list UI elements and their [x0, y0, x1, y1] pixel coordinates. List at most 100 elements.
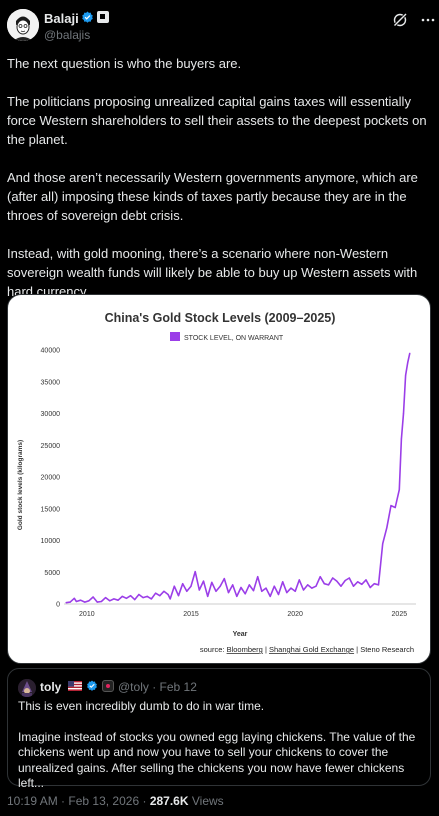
quote-text: This is even incredibly dumb to do in wa…: [18, 699, 424, 807]
meta-separator: ·: [142, 794, 147, 808]
data-point: [105, 597, 107, 599]
data-point: [332, 577, 334, 579]
data-point: [357, 581, 359, 583]
tweet-text: The next question is who the buyers are.…: [7, 54, 432, 320]
quote-paragraph: This is even incredibly dumb to do in wa…: [18, 699, 265, 713]
quote-author-name[interactable]: toly: [40, 680, 62, 694]
data-point: [223, 578, 225, 580]
tweet-time[interactable]: 10:19 AM: [7, 794, 58, 808]
y-axis-label: Gold stock levels (kilograms): [17, 440, 24, 530]
us-flag-icon: [68, 681, 82, 691]
data-point: [365, 579, 367, 581]
source-bloomberg: Bloomberg: [227, 645, 263, 654]
data-point: [69, 601, 71, 603]
series-points: [65, 352, 411, 604]
data-point: [398, 489, 400, 491]
data-point: [319, 576, 321, 578]
y-tick-label: 35000: [41, 379, 61, 386]
data-point: [327, 584, 330, 586]
data-point: [369, 586, 371, 589]
data-point: [407, 362, 409, 364]
data-point: [286, 592, 288, 594]
data-point: [113, 598, 115, 600]
data-point: [277, 593, 280, 596]
data-point: [88, 600, 90, 602]
data-point: [198, 589, 200, 591]
data-point: [227, 592, 230, 594]
quote-affiliation-badge-icon: [102, 680, 114, 692]
quoted-tweet[interactable]: toly @toly · Feb 12 This is even incredi…: [7, 668, 431, 790]
data-point: [130, 595, 132, 597]
author-name[interactable]: Balaji: [44, 11, 79, 26]
y-tick-label: 0: [56, 602, 60, 609]
y-tick-label: 10000: [41, 538, 61, 545]
data-point: [186, 590, 188, 592]
quote-handle: @toly: [118, 680, 149, 694]
data-point: [155, 592, 157, 594]
data-point: [290, 587, 292, 589]
data-point: [117, 599, 119, 601]
data-point: [323, 583, 325, 585]
data-point: [125, 597, 127, 599]
grok-icon[interactable]: [392, 12, 408, 28]
quote-avatar[interactable]: [18, 679, 36, 697]
data-point: [150, 598, 152, 600]
data-point: [373, 583, 375, 585]
data-point: [138, 593, 140, 596]
data-point: [273, 585, 275, 587]
data-point: [269, 595, 271, 597]
data-point: [405, 374, 407, 376]
views-label: Views: [191, 794, 224, 808]
data-point: [382, 543, 384, 545]
tweet-date[interactable]: Feb 13, 2026: [68, 794, 140, 808]
data-point: [377, 584, 380, 586]
views-count: 287.6K: [149, 794, 189, 808]
x-axis-label: Year: [233, 631, 248, 638]
data-point: [352, 585, 355, 587]
data-point: [194, 571, 196, 573]
legend-label: STOCK LEVEL, ON WARRANT: [184, 335, 284, 342]
data-point: [236, 595, 238, 597]
data-point: [109, 600, 111, 602]
more-options-icon[interactable]: [420, 12, 436, 28]
data-point: [361, 583, 363, 585]
data-point: [163, 590, 165, 592]
data-point: [400, 438, 402, 440]
data-point: [261, 590, 263, 592]
y-tick-label: 25000: [41, 443, 61, 450]
data-point: [390, 505, 392, 507]
data-point: [232, 584, 234, 586]
data-point: [340, 585, 342, 587]
data-point: [409, 352, 411, 354]
data-point: [386, 527, 388, 529]
data-point: [134, 599, 136, 601]
data-point: [252, 590, 255, 592]
series-line-stock-level: [65, 353, 411, 604]
data-point: [202, 580, 205, 582]
data-point: [394, 506, 396, 509]
quote-verified-badge-icon: [87, 680, 97, 691]
data-point: [248, 584, 250, 586]
data-point: [96, 601, 98, 603]
data-point: [80, 599, 82, 601]
data-point: [146, 595, 148, 597]
data-point: [311, 587, 313, 589]
data-point: [336, 580, 338, 582]
quote-handle-date: @toly · Feb 12: [118, 680, 197, 694]
source-prefix: source:: [200, 645, 225, 654]
tweet-paragraph: The next question is who the buyers are.: [7, 56, 242, 71]
y-tick-label: 40000: [41, 348, 61, 355]
author-handle[interactable]: @balajis: [44, 28, 91, 42]
data-point: [167, 593, 169, 596]
data-point: [298, 579, 300, 581]
chart-image[interactable]: China's Gold Stock Levels (2009–2025) ST…: [7, 294, 431, 664]
data-point: [182, 583, 184, 585]
data-point: [92, 596, 94, 598]
avatar[interactable]: [7, 9, 39, 41]
sketch-portrait-avatar-icon: [7, 9, 39, 41]
quote-paragraph: Imagine instead of stocks you owned egg …: [18, 729, 416, 791]
chart-source: source: Bloomberg | Shanghai Gold Exchan…: [200, 645, 414, 654]
data-point: [73, 597, 75, 599]
data-point: [257, 576, 259, 578]
data-point: [211, 581, 213, 583]
